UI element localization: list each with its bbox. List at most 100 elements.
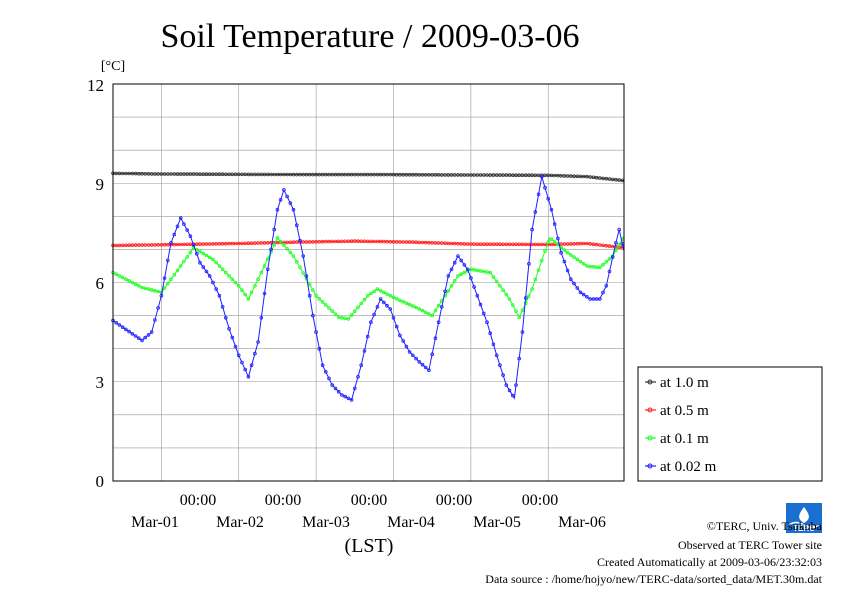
data-point	[133, 171, 138, 176]
data-point	[452, 260, 457, 265]
data-point	[356, 239, 360, 244]
legend-label-1m: at 1.0 m	[660, 375, 709, 391]
data-point	[610, 244, 615, 249]
data-point	[369, 291, 373, 296]
data-point	[517, 242, 521, 247]
data-point	[456, 173, 460, 177]
data-point	[311, 313, 315, 318]
data-point	[172, 232, 177, 237]
data-point	[504, 173, 509, 177]
data-point	[469, 267, 473, 272]
data-point	[536, 242, 541, 247]
data-point	[246, 297, 251, 301]
data-point	[304, 172, 309, 177]
data-point	[298, 172, 302, 177]
data-point	[140, 285, 144, 290]
data-point	[230, 335, 235, 340]
data-point	[340, 172, 344, 177]
series-line	[112, 176, 625, 401]
data-point	[607, 177, 612, 181]
data-point	[436, 241, 441, 245]
data-point	[249, 363, 254, 368]
data-point	[546, 240, 550, 245]
data-point	[485, 242, 489, 247]
data-point	[417, 360, 422, 364]
data-point	[288, 250, 293, 255]
data-point	[178, 264, 183, 268]
data-point	[288, 240, 293, 245]
data-point	[533, 210, 538, 214]
data-point	[546, 196, 550, 201]
data-point	[607, 269, 612, 274]
logo-drop-icon	[799, 507, 809, 523]
data-point	[536, 173, 541, 178]
data-point	[352, 239, 357, 243]
data-point	[404, 172, 409, 177]
data-point	[597, 265, 602, 270]
legend: at 1.0 m at 0.5 m at 0.1 m at 0.02 m	[637, 366, 823, 482]
data-point	[446, 288, 451, 293]
data-point	[488, 331, 493, 336]
data-point	[291, 207, 296, 212]
data-point	[485, 173, 489, 177]
data-point	[578, 290, 583, 295]
data-point	[172, 242, 177, 247]
data-point	[320, 239, 325, 244]
data-point	[385, 172, 389, 177]
data-point	[224, 241, 228, 246]
data-point	[449, 241, 454, 246]
data-point	[304, 240, 309, 244]
data-point	[243, 241, 248, 246]
data-point	[517, 173, 521, 178]
data-point	[523, 242, 528, 247]
data-point	[559, 250, 563, 255]
data-point	[285, 247, 289, 251]
data-point	[559, 174, 563, 178]
data-point	[343, 394, 347, 399]
data-point	[188, 242, 193, 247]
data-point	[214, 260, 219, 265]
data-point	[514, 383, 518, 387]
data-point	[601, 176, 605, 181]
data-point	[246, 172, 251, 177]
data-point	[265, 241, 270, 245]
data-point	[585, 264, 589, 268]
data-point	[278, 198, 283, 202]
data-point	[320, 300, 325, 304]
series-line	[112, 172, 625, 182]
data-point	[175, 224, 180, 229]
data-point	[359, 301, 364, 306]
data-point	[478, 173, 483, 177]
data-point	[520, 173, 525, 178]
data-point	[385, 292, 389, 296]
data-point	[243, 367, 248, 372]
data-point	[552, 173, 557, 178]
data-point	[585, 174, 589, 179]
data-point	[469, 173, 473, 177]
x-tick-time-label: 00:00	[265, 492, 301, 509]
data-point	[311, 288, 315, 292]
data-point	[462, 263, 467, 267]
data-point	[575, 241, 580, 246]
data-point	[388, 240, 393, 244]
data-point	[568, 277, 573, 282]
data-point	[391, 315, 396, 320]
data-point	[469, 242, 473, 246]
data-point	[346, 172, 351, 177]
x-tick-date-labels: Mar-01 Mar-02 Mar-03 Mar-04 Mar-05 Mar-0…	[131, 514, 606, 531]
data-point	[352, 386, 357, 391]
legend-item-05m: at 0.5 m	[645, 403, 709, 419]
data-point	[253, 172, 257, 177]
data-point	[204, 269, 209, 274]
data-point	[456, 254, 460, 258]
data-point	[562, 174, 567, 178]
data-point	[565, 250, 570, 255]
data-point	[253, 283, 257, 288]
data-point	[172, 172, 177, 176]
data-point	[523, 296, 528, 300]
data-point	[275, 240, 280, 245]
data-point	[607, 244, 612, 248]
data-point	[372, 239, 376, 244]
data-point	[230, 241, 235, 246]
